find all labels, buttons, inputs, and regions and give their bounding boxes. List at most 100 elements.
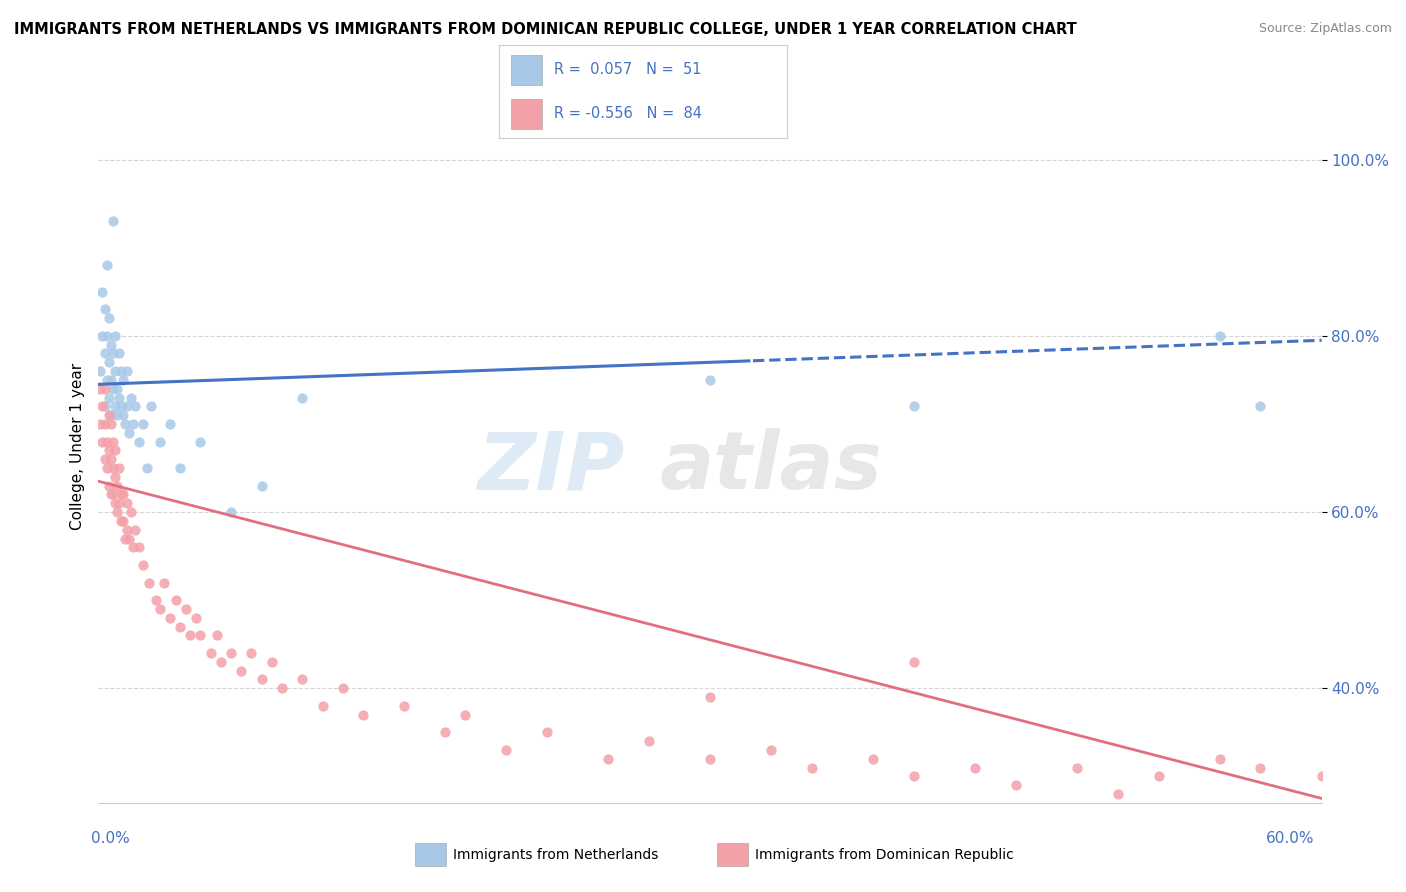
Point	[149, 602, 172, 616]
Point	[801, 760, 824, 774]
Point	[97, 443, 120, 458]
Point	[111, 487, 134, 501]
Point	[104, 400, 127, 414]
Point	[270, 681, 294, 696]
Point	[114, 417, 136, 431]
Point	[124, 400, 146, 414]
Point	[104, 329, 127, 343]
Point	[96, 329, 118, 343]
Point	[250, 478, 273, 492]
Point	[101, 487, 124, 501]
Point	[96, 373, 118, 387]
Point	[536, 725, 558, 739]
Point	[903, 400, 925, 414]
Text: ZIP: ZIP	[477, 428, 624, 507]
Point	[105, 478, 128, 492]
Point	[96, 461, 118, 475]
Text: atlas: atlas	[659, 428, 883, 507]
Point	[104, 443, 127, 458]
Point	[231, 664, 253, 678]
Point	[96, 434, 118, 449]
Bar	[510, 55, 543, 85]
Point	[120, 505, 142, 519]
Point	[101, 214, 124, 228]
Point	[97, 478, 120, 492]
Point	[903, 655, 925, 669]
Point	[159, 417, 181, 431]
Point	[862, 752, 884, 766]
Text: R =  0.057   N =  51: R = 0.057 N = 51	[554, 62, 702, 78]
Text: Immigrants from Netherlands: Immigrants from Netherlands	[453, 847, 658, 862]
Text: 60.0%: 60.0%	[1267, 831, 1315, 847]
Point	[128, 541, 150, 555]
Point	[1004, 778, 1026, 792]
Point	[118, 425, 141, 440]
Point	[128, 434, 150, 449]
Point	[1209, 329, 1232, 343]
Point	[111, 373, 134, 387]
Point	[108, 391, 131, 405]
Point	[174, 602, 197, 616]
Point	[132, 558, 155, 572]
Point	[100, 337, 122, 351]
Point	[110, 400, 132, 414]
Point	[97, 408, 120, 422]
Point	[138, 575, 160, 590]
Point	[1249, 400, 1271, 414]
Point	[93, 302, 115, 317]
Point	[434, 725, 457, 739]
Point	[260, 655, 283, 669]
Point	[250, 673, 273, 687]
Point	[114, 532, 136, 546]
Point	[188, 434, 212, 449]
Point	[159, 611, 181, 625]
Point	[89, 364, 111, 378]
Point	[149, 434, 172, 449]
Point	[104, 364, 127, 378]
Point	[110, 364, 132, 378]
Point	[97, 311, 120, 326]
Point	[699, 690, 721, 704]
Point	[120, 391, 142, 405]
Point	[115, 496, 138, 510]
Point	[1209, 752, 1232, 766]
Point	[205, 628, 228, 642]
Point	[1249, 760, 1271, 774]
Point	[108, 461, 131, 475]
Point	[108, 496, 131, 510]
Point	[100, 408, 122, 422]
Point	[219, 646, 242, 660]
Point	[122, 541, 145, 555]
Point	[105, 408, 128, 422]
Point	[91, 285, 114, 299]
Point	[495, 743, 517, 757]
Point	[110, 487, 132, 501]
Text: Immigrants from Dominican Republic: Immigrants from Dominican Republic	[755, 847, 1014, 862]
Point	[124, 523, 146, 537]
Point	[1147, 769, 1170, 783]
Point	[209, 655, 232, 669]
Bar	[510, 99, 543, 129]
Point	[89, 417, 111, 431]
Point	[903, 769, 925, 783]
Point	[91, 434, 114, 449]
Point	[104, 496, 127, 510]
Point	[100, 417, 122, 431]
Point	[96, 259, 118, 273]
Point	[240, 646, 263, 660]
Point	[165, 593, 187, 607]
Point	[105, 382, 128, 396]
Point	[93, 346, 115, 360]
Point	[152, 575, 174, 590]
Point	[91, 400, 114, 414]
Text: Source: ZipAtlas.com: Source: ZipAtlas.com	[1258, 22, 1392, 36]
Point	[100, 452, 122, 467]
Point	[101, 382, 124, 396]
Point	[761, 743, 783, 757]
Point	[1310, 769, 1333, 783]
Point	[352, 707, 374, 722]
Point	[332, 681, 354, 696]
Point	[454, 707, 477, 722]
Point	[108, 346, 131, 360]
Point	[699, 752, 721, 766]
